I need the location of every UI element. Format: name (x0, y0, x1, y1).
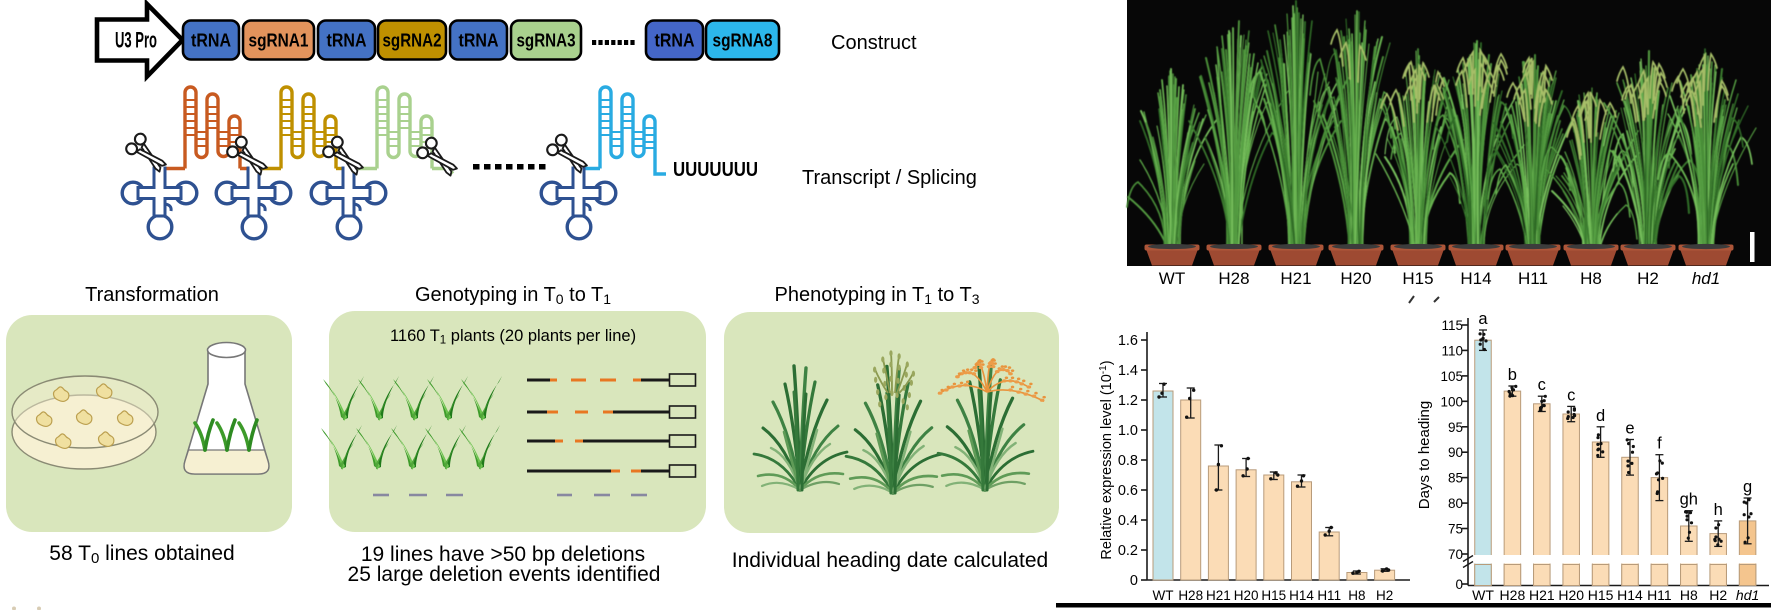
svg-text:Transformation: Transformation (85, 284, 219, 306)
svg-text:f: f (1657, 435, 1662, 453)
svg-text:WT: WT (1153, 588, 1174, 603)
svg-text:80: 80 (1448, 496, 1463, 511)
svg-text:0.4: 0.4 (1118, 513, 1138, 529)
svg-text:H8: H8 (1680, 587, 1698, 603)
svg-text:sgRNA8: sgRNA8 (713, 31, 773, 51)
svg-text:g: g (1743, 478, 1752, 496)
svg-text:e: e (1625, 420, 1634, 438)
svg-text:H28: H28 (1218, 269, 1249, 288)
svg-text:Phenotyping in T1 to T3: Phenotyping in T1 to T3 (775, 284, 980, 307)
svg-text:58 T0 lines obtained: 58 T0 lines obtained (49, 542, 234, 567)
svg-text:hd1: hd1 (1736, 587, 1759, 603)
svg-text:Individual heading date calcul: Individual heading date calculated (732, 549, 1048, 572)
svg-text:h: h (1714, 501, 1723, 519)
svg-text:1.2: 1.2 (1118, 393, 1138, 409)
svg-text:0.8: 0.8 (1118, 453, 1138, 469)
svg-text:85: 85 (1448, 471, 1463, 486)
svg-text:115: 115 (1441, 318, 1463, 333)
svg-text:H14: H14 (1617, 587, 1643, 603)
svg-text:0.6: 0.6 (1118, 483, 1138, 499)
svg-text:H21: H21 (1529, 587, 1555, 603)
svg-text:tRNA: tRNA (459, 31, 499, 51)
svg-text:H15: H15 (1402, 269, 1433, 288)
svg-text:0: 0 (1130, 573, 1138, 589)
svg-text:WT: WT (1472, 587, 1494, 603)
svg-text:Transcript / Splicing: Transcript / Splicing (802, 167, 977, 189)
svg-text:c: c (1567, 386, 1575, 404)
svg-text:Construct: Construct (831, 32, 917, 54)
svg-text:U3 Pro: U3 Pro (115, 28, 157, 53)
svg-text:H2: H2 (1637, 269, 1659, 288)
svg-text:Days to heading: Days to heading (1416, 401, 1433, 509)
svg-text:H2: H2 (1376, 588, 1393, 603)
svg-text:H2: H2 (1709, 587, 1727, 603)
svg-text:0.2: 0.2 (1118, 543, 1138, 559)
svg-text:tRNA: tRNA (191, 31, 231, 51)
svg-text:0: 0 (1455, 577, 1463, 592)
svg-text:H11: H11 (1647, 587, 1672, 603)
svg-text:H14: H14 (1460, 269, 1491, 288)
svg-text:UUUUUUU: UUUUUUU (673, 159, 758, 181)
svg-text:tRNA: tRNA (327, 31, 367, 51)
svg-text:75: 75 (1448, 522, 1463, 537)
svg-text:H11: H11 (1518, 269, 1548, 288)
svg-text:gh: gh (1680, 491, 1698, 509)
svg-text:1160 T1 plants (20 plants per: 1160 T1 plants (20 plants per line) (390, 327, 636, 347)
svg-text:105: 105 (1440, 369, 1463, 384)
svg-text:sgRNA1: sgRNA1 (249, 31, 309, 51)
svg-text:H8: H8 (1580, 269, 1602, 288)
svg-text:H20: H20 (1340, 269, 1371, 288)
svg-text:90: 90 (1448, 445, 1463, 460)
svg-text:H8: H8 (1348, 588, 1365, 603)
svg-text:H11: H11 (1317, 588, 1341, 603)
svg-text:sgRNA2: sgRNA2 (383, 31, 442, 51)
svg-text:H28: H28 (1500, 587, 1526, 603)
svg-text:c: c (1538, 376, 1546, 394)
svg-text:70: 70 (1448, 547, 1463, 562)
svg-text:tRNA: tRNA (655, 31, 695, 51)
svg-text:b: b (1508, 366, 1517, 384)
svg-text:d: d (1596, 407, 1605, 425)
svg-text:H14: H14 (1289, 588, 1314, 603)
svg-text:Genotyping in T0 to T1: Genotyping in T0 to T1 (415, 284, 611, 307)
svg-text:sgRNA3: sgRNA3 (517, 31, 576, 51)
svg-text:H20: H20 (1558, 587, 1584, 603)
svg-text:WT: WT (1159, 269, 1185, 288)
svg-text:1.4: 1.4 (1118, 363, 1138, 379)
svg-text:95: 95 (1448, 420, 1463, 435)
svg-text:Relative expression level (10-: Relative expression level (10-1) (1098, 360, 1115, 559)
svg-text:a: a (1478, 310, 1488, 328)
svg-text:H21: H21 (1280, 269, 1311, 288)
svg-text:1.0: 1.0 (1118, 423, 1138, 439)
svg-text:25 large deletion events ident: 25 large deletion events identified (348, 563, 661, 586)
svg-text:H15: H15 (1588, 587, 1614, 603)
svg-text:H21: H21 (1206, 588, 1231, 603)
svg-text:hd1: hd1 (1692, 269, 1720, 288)
svg-text:1.6: 1.6 (1118, 333, 1138, 349)
svg-text:H28: H28 (1178, 588, 1203, 603)
svg-text:19 lines have >50 bp deletions: 19 lines have >50 bp deletions (361, 543, 645, 566)
svg-text:H15: H15 (1261, 588, 1286, 603)
svg-text:H20: H20 (1234, 588, 1259, 603)
svg-text:100: 100 (1440, 394, 1463, 409)
svg-text:110: 110 (1441, 343, 1463, 358)
